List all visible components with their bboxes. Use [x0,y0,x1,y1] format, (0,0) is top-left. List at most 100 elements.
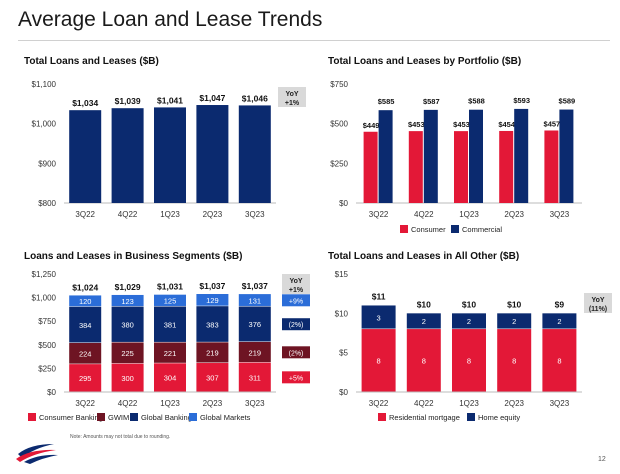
title-divider [18,40,610,41]
x-tick-label: 1Q23 [459,210,479,219]
total-label: $10 [507,299,521,309]
yoy-label: (11%) [589,306,607,313]
legend-label: Consumer [411,225,446,234]
data-label: $587 [423,97,440,106]
bar [559,109,574,203]
data-label: $454 [498,120,516,129]
bar [363,131,378,203]
data-label: $585 [378,97,395,106]
bar [408,131,423,203]
x-tick-label: 3Q23 [245,210,265,219]
bar-segment [154,363,186,392]
bar-segment [542,329,577,392]
yoy-segment-box [282,346,310,359]
segment-label: 225 [121,349,134,358]
x-tick-label: 3Q22 [369,399,389,408]
y-tick-label: $1,000 [32,120,57,129]
segment-label: 383 [206,320,219,329]
x-tick-label: 4Q22 [118,399,138,408]
x-tick-label: 2Q23 [504,210,524,219]
bar [514,108,529,203]
segment-label: 8 [557,357,561,366]
bar-segment [111,342,144,364]
total-label: $10 [417,299,431,309]
yoy-segment-label: (2%) [289,350,304,357]
x-tick-label: 3Q22 [75,399,95,408]
yoy-label: YoY [285,91,298,98]
bar [454,131,468,203]
segment-label: 307 [206,374,219,383]
y-tick-label: $15 [335,270,349,279]
y-tick-label: $0 [339,388,348,397]
legend-swatch [451,225,459,233]
segment-label: 2 [557,317,561,326]
segment-label: 381 [164,320,177,329]
data-label: $1,034 [72,98,98,108]
bar [69,110,102,203]
total-label: $1,029 [115,282,141,292]
chart1-title: Total Loans and Leases ($B) [24,56,159,67]
legend-label: GWIM [108,413,129,422]
segment-label: 120 [79,297,92,306]
yoy-box [278,87,306,107]
legend-label: Global Banking [141,413,192,422]
bar [544,130,559,203]
x-tick-label: 2Q23 [203,399,223,408]
yoy-segment-label: (2%) [289,322,304,329]
segment-label: 2 [512,317,516,326]
bar [238,105,271,203]
bar-segment [154,306,186,342]
data-label: $589 [559,97,576,106]
y-tick-label: $800 [38,199,56,208]
x-tick-label: 1Q23 [160,210,180,219]
bar-segment [154,294,186,306]
yoy-label: YoY [289,278,302,285]
data-label: $588 [468,97,485,106]
bar-segment [238,341,271,363]
data-label: $453 [453,120,470,129]
bar [469,109,483,203]
data-label: $1,041 [157,95,183,105]
segment-label: 380 [121,321,134,330]
segment-label: 300 [121,374,134,383]
legend-swatch [97,413,105,421]
y-tick-label: $1,250 [32,270,57,279]
segment-label: 8 [467,357,471,366]
y-tick-label: $750 [330,80,348,89]
y-tick-label: $250 [330,159,348,168]
segment-label: 2 [467,317,471,326]
segment-label: 224 [79,350,92,359]
bar-segment [69,343,102,364]
y-tick-label: $5 [339,349,348,358]
y-tick-label: $1,100 [32,80,57,89]
data-label: $1,039 [115,96,141,106]
segment-label: 304 [164,374,177,383]
yoy-box [584,293,612,313]
legend-swatch [400,225,408,233]
total-label: $10 [462,299,476,309]
legend-label: Global Markets [200,413,251,422]
legend-label: Residential mortgage [389,413,460,422]
x-tick-label: 3Q22 [369,210,389,219]
data-label: $1,047 [199,93,225,103]
data-label: $449 [363,121,380,130]
footnote: Note: Amounts may not total due to round… [70,434,171,440]
bar-segment [154,342,186,363]
data-label: $593 [513,96,530,105]
legend-swatch [189,413,197,421]
bar-segment [406,313,441,329]
total-label: $11 [372,291,386,301]
bar-segment [111,363,144,392]
segment-label: 123 [121,297,134,306]
segment-label: 131 [249,296,262,305]
x-tick-label: 3Q23 [245,399,265,408]
segment-label: 8 [512,357,516,366]
bar-segment [196,363,229,392]
segment-label: 219 [206,349,219,358]
bar-segment [196,342,229,363]
bar-segment [196,294,229,306]
bar-segment [69,364,102,392]
x-tick-label: 2Q23 [504,399,524,408]
